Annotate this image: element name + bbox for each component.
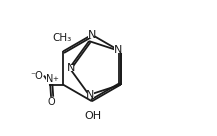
Text: O: O	[48, 97, 55, 107]
Bar	[87, 92, 94, 98]
Bar	[114, 47, 122, 53]
Text: N: N	[114, 45, 122, 55]
Text: CH₃: CH₃	[52, 33, 71, 43]
Text: +: +	[53, 76, 59, 82]
Text: N: N	[86, 90, 95, 100]
Text: N: N	[88, 30, 96, 40]
Bar	[89, 31, 95, 38]
Text: ⁻O: ⁻O	[31, 71, 43, 81]
Text: OH: OH	[85, 111, 102, 121]
Text: N: N	[67, 63, 75, 73]
Text: N: N	[46, 74, 54, 84]
Bar	[68, 65, 74, 71]
